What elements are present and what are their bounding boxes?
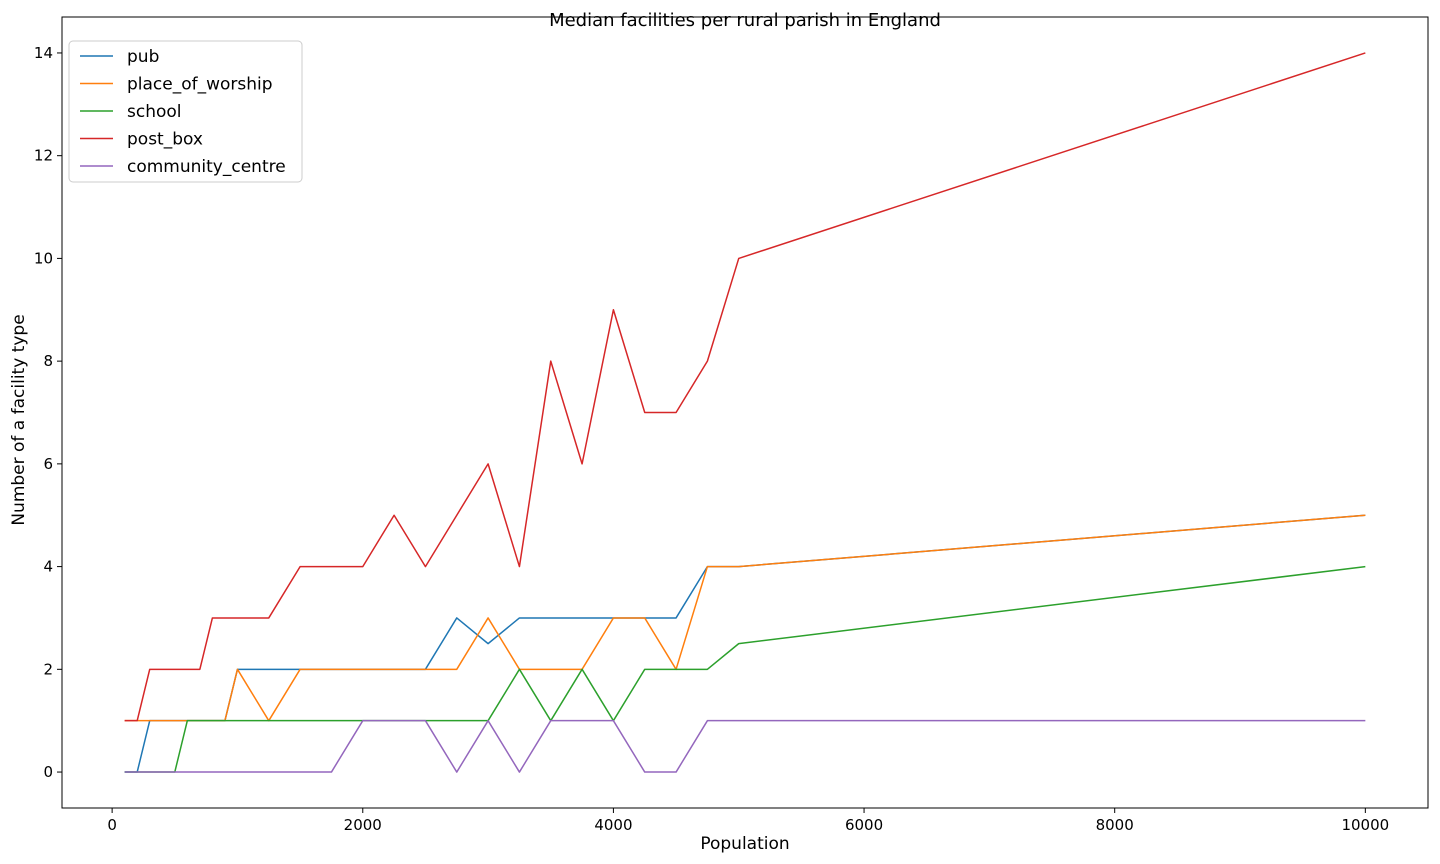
y-tick-label: 8	[43, 352, 53, 370]
x-tick-label: 0	[107, 816, 117, 834]
legend-label: pub	[127, 47, 159, 67]
x-tick-label: 2000	[344, 816, 382, 834]
series-line-community-centre	[124, 719, 1366, 773]
legend-label: place_of_worship	[127, 75, 273, 95]
x-tick-label: 6000	[845, 816, 883, 834]
y-axis-label: Number of a facility type	[9, 314, 29, 525]
legend-label: school	[127, 102, 182, 122]
legend-frame	[68, 40, 303, 183]
y-tick-label: 6	[43, 455, 53, 473]
series-layer	[124, 52, 1366, 773]
x-tick-label: 8000	[1096, 816, 1134, 834]
y-tick-label: 0	[43, 763, 53, 781]
plot-frame	[61, 16, 1429, 809]
x-tick-label: 10000	[1341, 816, 1389, 834]
y-tick-label: 2	[43, 660, 53, 678]
y-tick-label: 10	[34, 249, 53, 267]
series-line-post-box	[124, 52, 1366, 722]
x-axis-label: Population	[700, 834, 789, 854]
legend-label: post_box	[127, 130, 203, 150]
y-axis: 0 2 4 6 8 10 12 14	[34, 44, 62, 781]
y-tick-label: 12	[34, 147, 53, 165]
series-line-pub	[124, 514, 1366, 773]
x-tick-label: 4000	[594, 816, 632, 834]
x-axis: 0 2000 4000 6000 8000 10000	[107, 808, 1389, 834]
y-tick-label: 4	[43, 558, 53, 576]
y-tick-label: 14	[34, 44, 53, 62]
chart-title: Median facilities per rural parish in En…	[549, 10, 941, 31]
legend-label: community_centre	[127, 157, 286, 177]
series-line-place-of-worship	[124, 514, 1366, 722]
